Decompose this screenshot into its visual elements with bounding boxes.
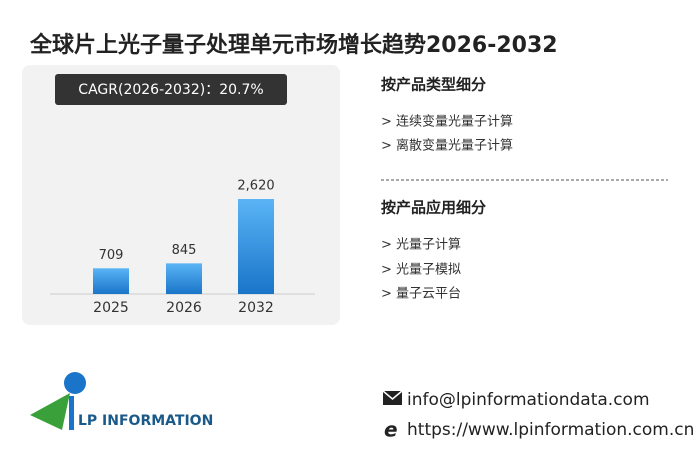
email-icon-flap	[382, 390, 403, 400]
segment-item: > 连续变量光量子计算	[381, 114, 513, 130]
segment-heading: 按产品类型细分	[381, 76, 486, 94]
bar	[238, 199, 274, 294]
logo-text: LP INFORMATION	[78, 413, 213, 429]
segment-item: > 光量子模拟	[381, 263, 461, 278]
value-label: 709	[99, 248, 124, 263]
x-tick-label: 2026	[166, 300, 202, 316]
x-tick-label: 2025	[93, 300, 129, 316]
bar	[93, 268, 129, 294]
website: https://www.lpinformation.com.cn	[407, 420, 694, 440]
bars: 709 2025 845 2026 2,620 2032	[93, 179, 275, 316]
cagr-box	[55, 74, 287, 105]
logo-icon	[30, 372, 86, 430]
email: info@lpinformationdata.com	[407, 390, 650, 410]
segment-item: > 量子云平台	[381, 287, 461, 302]
segment-heading: 按产品应用细分	[381, 199, 486, 217]
value-label: 845	[172, 243, 197, 258]
title: 全球片上光子量子处理单元市场增长趋势2026-2032	[29, 32, 558, 58]
segment-item: > 离散变量光量子计算	[381, 138, 513, 154]
cagr-label: CAGR(2026-2032)：20.7%	[78, 82, 263, 98]
value-label: 2,620	[237, 179, 274, 194]
web-icon: e	[384, 418, 398, 442]
x-tick-label: 2032	[238, 300, 274, 316]
bar	[166, 263, 202, 294]
segment-item: > 光量子计算	[381, 238, 461, 253]
